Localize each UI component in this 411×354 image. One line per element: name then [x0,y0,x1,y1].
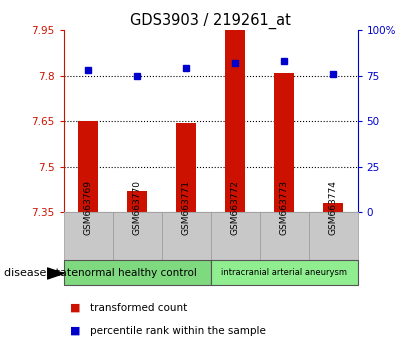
Bar [274,73,294,212]
Text: ■: ■ [70,303,81,313]
Bar [211,260,358,285]
Bar [225,30,245,212]
Bar [176,123,196,212]
Text: GSM663769: GSM663769 [84,180,93,235]
Text: transformed count: transformed count [90,303,188,313]
Text: GSM663770: GSM663770 [133,180,142,235]
Text: GSM663771: GSM663771 [182,180,191,235]
Bar [162,212,211,260]
Text: ■: ■ [70,326,81,336]
Text: GSM663773: GSM663773 [279,180,289,235]
Bar [113,212,162,260]
Bar [211,212,260,260]
Text: GSM663774: GSM663774 [328,181,337,235]
Polygon shape [47,268,64,279]
Title: GDS3903 / 219261_at: GDS3903 / 219261_at [130,12,291,29]
Bar [79,121,98,212]
Text: percentile rank within the sample: percentile rank within the sample [90,326,266,336]
Text: disease state: disease state [4,268,78,278]
Bar [64,212,113,260]
Bar [309,212,358,260]
Text: GSM663772: GSM663772 [231,181,240,235]
Bar [127,191,147,212]
Bar [64,260,210,285]
Bar [323,203,343,212]
Text: intracranial arterial aneurysm: intracranial arterial aneurysm [221,268,347,277]
Bar [260,212,309,260]
Text: normal healthy control: normal healthy control [78,268,196,278]
